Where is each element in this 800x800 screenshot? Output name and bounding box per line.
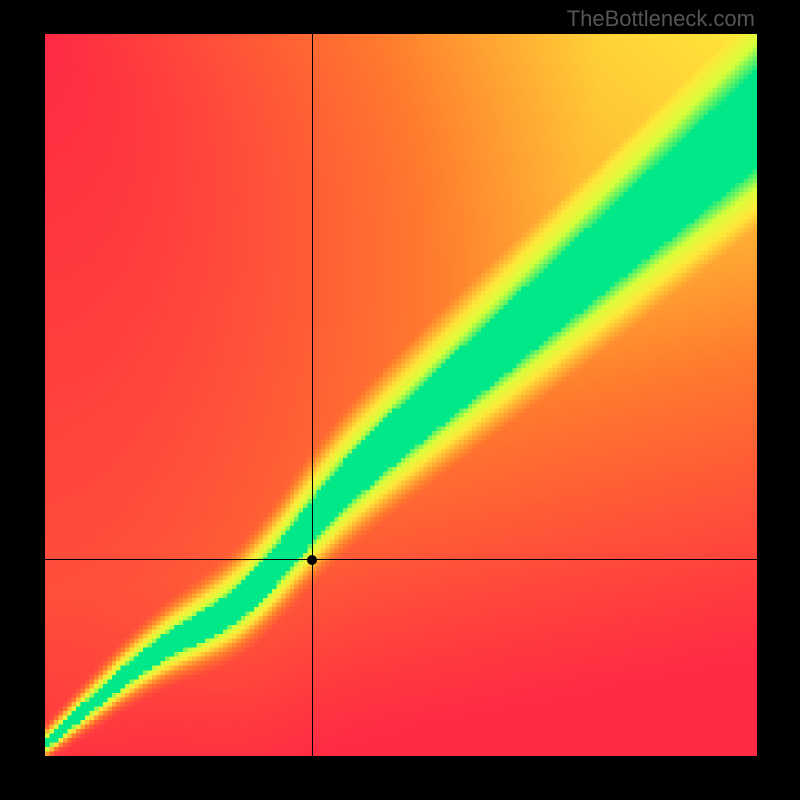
chart-container: { "chart": { "type": "heatmap", "canvas_… — [0, 0, 800, 800]
heatmap-canvas — [45, 34, 757, 756]
plot-area — [45, 34, 757, 756]
crosshair-vertical — [312, 34, 313, 756]
watermark-text: TheBottleneck.com — [567, 6, 755, 32]
crosshair-point — [307, 555, 317, 565]
crosshair-horizontal — [45, 559, 757, 560]
